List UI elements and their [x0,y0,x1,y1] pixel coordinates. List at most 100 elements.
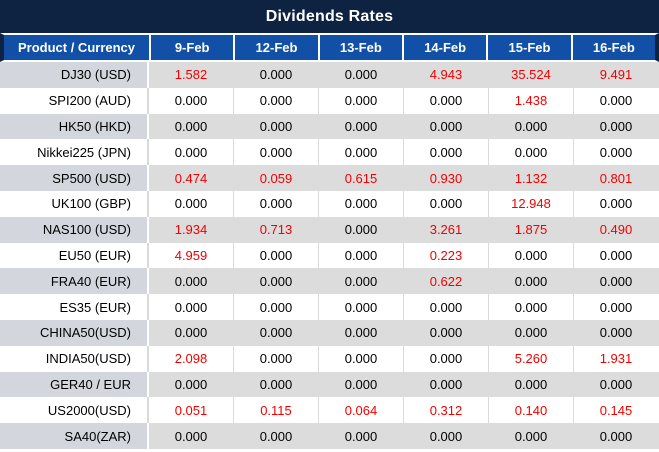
rate-cell: 3.261 [404,216,489,243]
rate-cell: 0.223 [404,242,489,269]
rate-cell: 0.000 [574,371,659,398]
table-row: NAS100 (USD) 1.934 0.713 0.000 3.261 1.875 0.4… [0,216,659,243]
rate-cell: 0.000 [489,242,574,269]
product-cell: HK50 (HKD) [0,113,149,140]
rate-cell: 0.000 [404,113,489,140]
rate-cell: 0.000 [149,190,234,217]
table-row: Nikkei225 (JPN) 0.000 0.000 0.000 0.000 0.000… [0,139,659,166]
rate-cell: 0.000 [149,87,234,114]
product-cell: EU50 (EUR) [0,242,149,269]
rate-cell: 0.051 [149,397,234,424]
rate-cell: 0.622 [404,268,489,295]
rate-cell: 35.524 [489,62,574,88]
product-cell: Nikkei225 (JPN) [0,139,149,166]
rate-cell: 0.000 [404,294,489,320]
rate-cell: 0.000 [319,268,404,295]
rate-cell: 0.140 [489,397,574,424]
rate-cell: 0.000 [319,113,404,140]
rate-cell: 0.000 [574,139,659,166]
bottom-strip [0,449,659,452]
rate-cell: 0.000 [404,87,489,114]
rate-cell: 0.000 [489,423,574,449]
rate-cell: 0.000 [404,139,489,166]
table-body: DJ30 (USD) 1.582 0.000 0.000 4.943 35.524 9.49… [0,62,659,449]
product-cell: SA40(ZAR) [0,423,149,449]
product-cell: ES35 (EUR) [0,294,149,320]
product-cell: DJ30 (USD) [0,62,149,88]
product-cell: UK100 (GBP) [0,190,149,217]
product-cell: US2000(USD) [0,397,149,424]
rate-cell: 0.000 [234,371,319,398]
column-header-product-currency: Product / Currency [17,40,136,55]
product-cell: CHINA50(USD) [0,319,149,346]
rate-cell: 0.000 [234,294,319,320]
rate-cell: 0.000 [319,87,404,114]
rate-cell: 0.000 [404,319,489,346]
product-cell: FRA40 (EUR) [0,268,149,295]
rate-cell: 0.000 [574,423,659,449]
rate-cell: 0.000 [319,345,404,372]
table-row: GER40 / EUR 0.000 0.000 0.000 0.000 0.000 0.00… [0,371,659,398]
rate-cell: 0.474 [149,165,234,191]
rate-cell: 0.000 [489,139,574,166]
rate-cell: 0.000 [404,371,489,398]
table-row: SP500 (USD) 0.474 0.059 0.615 0.930 1.132 0.80… [0,165,659,191]
column-header-date: 14-Feb [402,35,486,60]
rate-cell: 0.000 [489,294,574,320]
product-cell: INDIA50(USD) [0,345,149,372]
rate-cell: 0.930 [404,165,489,191]
rate-cell: 0.000 [574,319,659,346]
rate-cell: 0.000 [404,190,489,217]
rate-cell: 0.000 [149,423,234,449]
column-header-date: 12-Feb [233,35,317,60]
rate-cell: 0.000 [234,268,319,295]
rate-cell: 0.000 [489,319,574,346]
rate-cell: 1.582 [149,62,234,88]
rate-cell: 0.000 [234,139,319,166]
table-row: INDIA50(USD) 2.098 0.000 0.000 0.000 5.260 1.9… [0,345,659,372]
rate-cell: 1.931 [574,345,659,372]
rate-cell: 0.000 [574,113,659,140]
table-row: ES35 (EUR) 0.000 0.000 0.000 0.000 0.000 0.000 [0,294,659,320]
rate-cell: 5.260 [489,345,574,372]
rate-cell: 0.000 [319,371,404,398]
column-header-date: 13-Feb [317,35,402,60]
rate-cell: 0.000 [489,371,574,398]
rate-cell: 1.934 [149,216,234,243]
rate-cell: 0.000 [234,319,319,346]
table-row: SPI200 (AUD) 0.000 0.000 0.000 0.000 1.438 0.0… [0,87,659,114]
rate-cell: 0.801 [574,165,659,191]
rate-cell: 0.000 [149,319,234,346]
rate-cell: 0.000 [149,371,234,398]
rate-cell: 9.491 [574,62,659,88]
page-title: Dividends Rates [265,7,394,25]
rate-cell: 4.943 [404,62,489,88]
rate-cell: 0.115 [234,397,319,424]
table-row: DJ30 (USD) 1.582 0.000 0.000 4.943 35.524 9.49… [0,62,659,88]
rate-cell: 1.438 [489,87,574,114]
rate-cell: 0.000 [319,294,404,320]
table-row: US2000(USD) 0.051 0.115 0.064 0.312 0.140 0.14… [0,397,659,424]
product-cell: NAS100 (USD) [0,216,149,243]
rate-cell: 0.490 [574,216,659,243]
rate-cell: 0.000 [404,345,489,372]
rate-cell: 0.000 [234,190,319,217]
table-row: FRA40 (EUR) 0.000 0.000 0.000 0.622 0.000 0.00… [0,268,659,295]
rate-cell: 0.312 [404,397,489,424]
rate-cell: 0.000 [574,268,659,295]
rate-cell: 0.000 [489,113,574,140]
rate-cell: 0.000 [574,87,659,114]
table-header-row: Product / Currency 9-Feb 12-Feb 13-Feb 14-F… [0,33,659,62]
table-row: SA40(ZAR) 0.000 0.000 0.000 0.000 0.000 0.000 [0,423,659,449]
table-row: CHINA50(USD) 0.000 0.000 0.000 0.000 0.000 0.0… [0,319,659,346]
rate-cell: 1.132 [489,165,574,191]
rate-cell: 0.000 [489,268,574,295]
rate-cell: 0.059 [234,165,319,191]
rate-cell: 12.948 [489,190,574,217]
rate-cell: 4.959 [149,242,234,269]
rate-cell: 0.000 [149,268,234,295]
rate-cell: 0.000 [234,423,319,449]
rate-cell: 0.000 [574,190,659,217]
rate-cell: 0.000 [149,113,234,140]
